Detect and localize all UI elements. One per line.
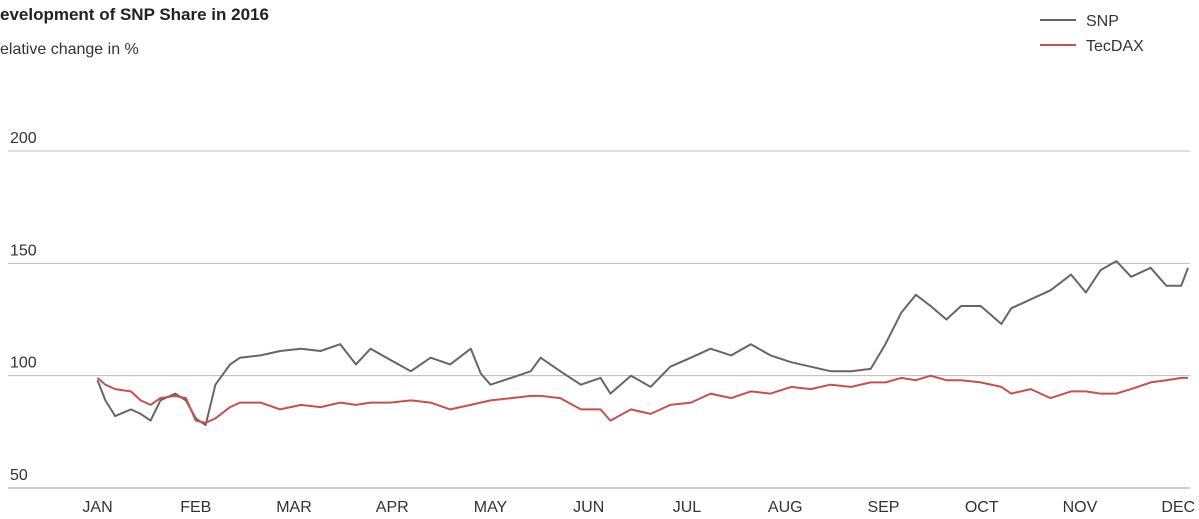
x-tick-label: APR <box>376 499 409 516</box>
y-tick-label: 100 <box>10 355 37 372</box>
x-tick-label: MAR <box>276 499 312 516</box>
y-tick-label: 50 <box>10 467 28 484</box>
line-series <box>96 374 1188 424</box>
y-tick-label: 200 <box>10 130 37 147</box>
x-tick-label: MAY <box>474 499 508 516</box>
x-tick-label: SEP <box>867 499 899 516</box>
x-tick-label: FEB <box>180 499 211 516</box>
x-tick-label: JUN <box>573 499 604 516</box>
legend-label: SNP <box>1086 13 1119 30</box>
x-tick-label: DEC <box>1161 499 1195 516</box>
x-tick-label: JAN <box>82 499 112 516</box>
line-series <box>96 260 1189 427</box>
y-tick-label: 150 <box>10 242 37 259</box>
x-tick-label: OCT <box>965 499 999 516</box>
chart-title: evelopment of SNP Share in 2016 <box>0 5 269 24</box>
x-tick-label: AUG <box>768 499 803 516</box>
x-tick-label: JUL <box>673 499 702 516</box>
chart-subtitle: elative change in % <box>0 41 139 58</box>
x-tick-label: NOV <box>1063 499 1098 516</box>
legend-label: TecDAX <box>1086 38 1144 55</box>
